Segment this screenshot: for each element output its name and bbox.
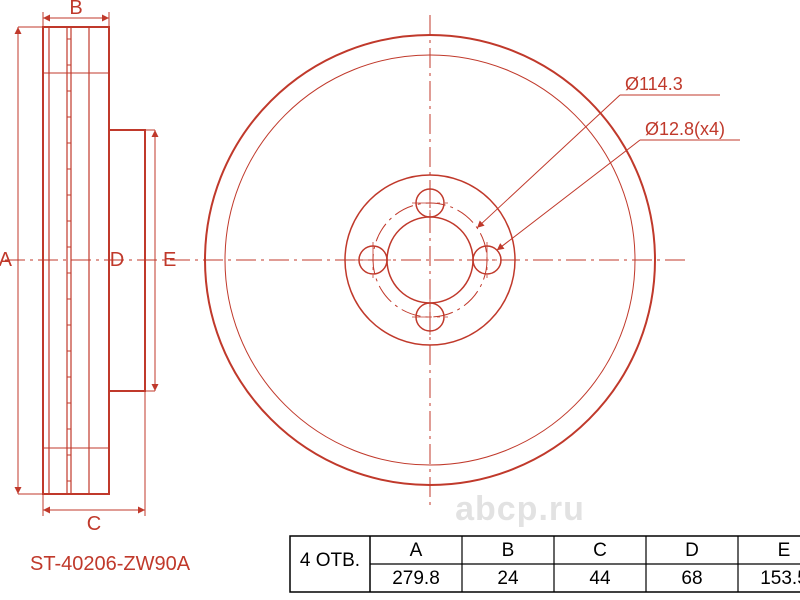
dim-b-label: B [69,0,82,19]
table-col: A [410,540,423,561]
table-val: 44 [589,568,611,589]
table-col: E [778,540,791,561]
watermark: abcp.ru [455,490,585,528]
dim-e-label: E [163,249,176,271]
table-val: 279.8 [392,568,440,589]
dim-d-label: D [110,249,124,271]
table-col: C [593,540,607,561]
holes-label: 4 ОТВ. [300,550,360,571]
callout-bolt: Ø12.8(x4) [645,119,725,139]
table-col: D [685,540,699,561]
part-number: ST-40206-ZW90A [30,553,191,575]
table-val: 24 [497,568,519,589]
table-val: 68 [681,568,702,589]
table-col: B [502,540,515,561]
dim-a-label: A [0,249,13,271]
dim-c-label: C [87,513,101,535]
table-val: 153.5 [760,568,800,589]
dimension-table: 4 ОТВ. A 279.8 B 24 C 44 D 68 E 153.5 [290,536,800,592]
callout-pcd: Ø114.3 [625,74,683,94]
